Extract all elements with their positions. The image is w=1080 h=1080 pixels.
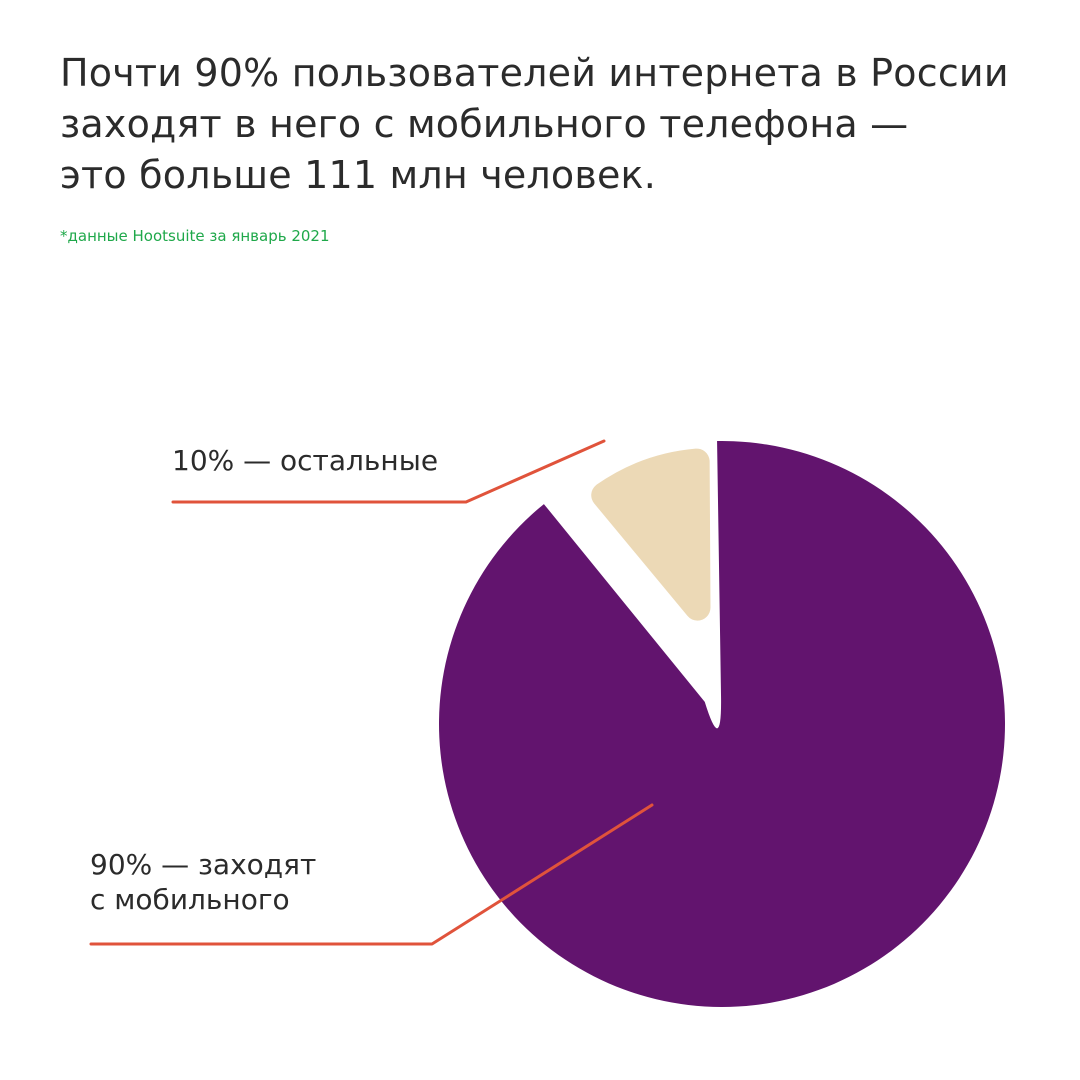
pie-slice-mobile [439,440,1005,1008]
page-title: Почти 90% пользователей интернета в Росс… [60,48,1040,201]
title-line-3: это больше 111 млн человек. [60,153,656,197]
leader-line-mobile [89,803,654,946]
leader-line-other [171,439,606,504]
slice-label-mobile: 90% — заходят с мобильного [90,847,316,917]
source-note: *данные Hootsuite за январь 2021 [60,227,330,245]
title-line-2: заходят в него с мобильного телефона — [60,102,909,146]
slice-label-mobile-line-1: 90% — заходят [90,848,317,881]
slice-label-other: 10% — остальные [172,443,438,478]
pie-slice-other [591,448,711,621]
title-line-1: Почти 90% пользователей интернета в Росс… [60,51,1009,95]
slice-label-mobile-line-2: с мобильного [90,883,290,916]
slice-label-other-line-1: 10% — остальные [172,444,439,477]
